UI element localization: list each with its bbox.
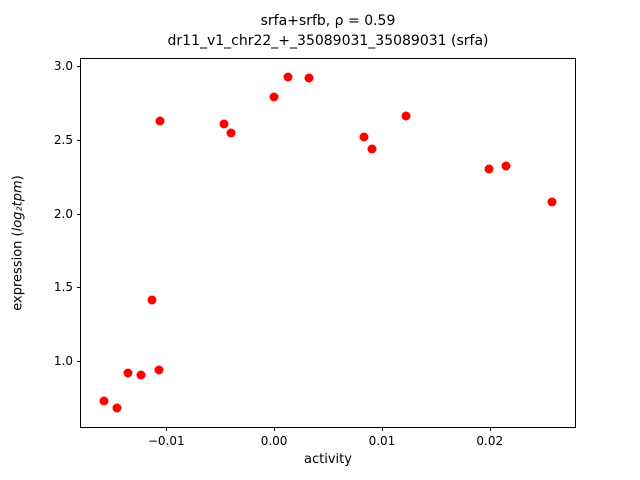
data-point [401, 111, 411, 121]
x-tick-label: −0.01 [147, 434, 185, 448]
data-point [154, 365, 164, 375]
x-tick-mark [166, 427, 168, 431]
data-point [99, 396, 109, 405]
x-tick-label: 0.01 [368, 434, 396, 448]
plot-area: −0.01 0.00 0.01 0.02 1.0 1.5 2.0 2.5 3.0 [54, 58, 576, 448]
y-tick-label: 3.0 [53, 59, 73, 74]
data-point [112, 403, 122, 413]
data-point [155, 116, 165, 126]
y-tick-label: 1.0 [53, 353, 73, 368]
x-axis-label: activity [304, 452, 352, 467]
y-tick-mark [77, 360, 81, 362]
data-point [304, 73, 314, 83]
y-axis-label-math: log₂tpm [10, 180, 26, 232]
data-point [547, 197, 557, 207]
data-point [123, 368, 133, 378]
data-point [283, 72, 293, 82]
x-tick-label: 0.00 [260, 434, 288, 448]
data-point [269, 92, 279, 102]
y-tick-mark [77, 287, 81, 289]
data-point [501, 161, 511, 171]
y-axis-label: expression (log₂tpm) [11, 175, 26, 310]
data-point [359, 132, 369, 142]
data-point [147, 295, 157, 305]
data-point [226, 128, 236, 138]
y-tick-mark [77, 66, 81, 68]
x-tick-mark [274, 427, 276, 431]
data-point [136, 370, 146, 380]
y-tick-label: 1.5 [53, 280, 73, 295]
y-tick-label: 2.5 [53, 132, 73, 147]
x-tick-mark [381, 427, 383, 431]
y-tick-mark [77, 213, 81, 215]
data-point [484, 164, 494, 174]
y-axis-label-prefix: expression ( [10, 231, 26, 311]
chart-title: srfa+srfb, ρ = 0.59 [260, 13, 396, 29]
y-tick-mark [77, 139, 81, 141]
chart-subtitle: dr11_v1_chr22_+_35089031_35089031 (srfa) [167, 33, 489, 49]
x-tick-mark [489, 427, 491, 431]
data-point [219, 119, 229, 129]
data-point [367, 144, 377, 154]
y-axis-label-suffix: ) [10, 175, 26, 181]
x-tick-label: 0.02 [476, 434, 504, 448]
y-tick-label: 2.0 [53, 206, 73, 221]
